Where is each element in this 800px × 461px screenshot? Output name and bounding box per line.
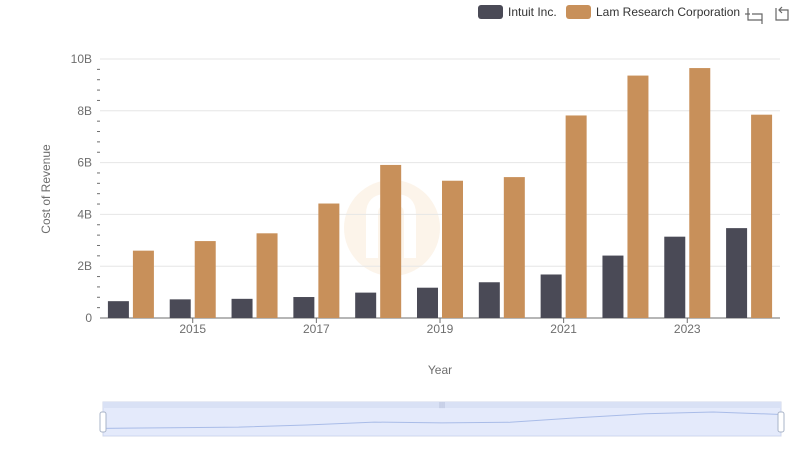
y-tick-label: 8B	[77, 104, 92, 118]
x-axis-title: Year	[428, 363, 452, 377]
x-tick-label: 2015	[179, 322, 206, 336]
y-axis: 0 2B 4B 6B 8B 10B	[71, 52, 100, 325]
x-tick-label: 2023	[674, 322, 701, 336]
bar-intuit-2021[interactable]	[540, 274, 562, 318]
bar-lam-2023[interactable]	[689, 68, 711, 318]
data-zoom-handle-left[interactable]	[99, 411, 107, 433]
bar-intuit-2015[interactable]	[169, 299, 191, 318]
bar-intuit-2017[interactable]	[293, 297, 315, 318]
bar-intuit-2024[interactable]	[726, 228, 748, 318]
bar-intuit-2018[interactable]	[355, 292, 377, 318]
y-tick-label: 6B	[77, 156, 92, 170]
legend-label-intuit: Intuit Inc.	[508, 5, 557, 19]
grid-lines	[100, 58, 780, 267]
legend-item-lam[interactable]: Lam Research Corporation	[566, 5, 740, 19]
x-axis: 2015 2017 2019 2021 2023	[179, 318, 701, 336]
bar-intuit-2014[interactable]	[107, 301, 129, 318]
x-tick-label: 2021	[550, 322, 577, 336]
y-axis-title: Cost of Revenue	[39, 144, 53, 234]
bar-intuit-2019[interactable]	[417, 287, 438, 318]
data-zoom-preview-line	[102, 411, 782, 429]
bar-lam-2017[interactable]	[318, 203, 340, 318]
bar-lam-2022[interactable]	[627, 75, 649, 319]
bar-lam-2016[interactable]	[256, 233, 278, 318]
x-tick-label: 2017	[303, 322, 330, 336]
y-tick-label: 4B	[77, 207, 92, 221]
bar-intuit-2023[interactable]	[664, 236, 686, 318]
data-zoom-top-bar[interactable]	[103, 402, 781, 408]
crop-zoom-icon[interactable]	[745, 8, 763, 24]
bars	[107, 68, 773, 319]
legend-label-lam: Lam Research Corporation	[596, 5, 740, 19]
data-zoom-slider[interactable]: |||	[99, 401, 785, 437]
bar-lam-2015[interactable]	[194, 241, 216, 318]
bar-lam-2018[interactable]	[380, 164, 402, 318]
bar-lam-2014[interactable]	[132, 250, 154, 318]
data-zoom-handle-right[interactable]	[777, 411, 785, 433]
y-tick-label: 0	[85, 311, 92, 325]
bar-intuit-2022[interactable]	[602, 255, 624, 318]
legend-swatch-intuit	[478, 5, 503, 19]
bar-lam-2019[interactable]	[442, 180, 463, 318]
legend-item-intuit[interactable]: Intuit Inc.	[478, 5, 557, 19]
y-tick-label: 10B	[71, 52, 92, 66]
undo-icon[interactable]	[775, 6, 789, 21]
x-tick-label: 2019	[427, 322, 454, 336]
legend-swatch-lam	[566, 5, 591, 19]
data-zoom-grip-icon: |||	[439, 402, 445, 409]
data-zoom-selection[interactable]	[103, 408, 781, 436]
bar-lam-2024[interactable]	[751, 114, 773, 318]
legend: Intuit Inc. Lam Research Corporation	[478, 5, 740, 19]
bar-lam-2020[interactable]	[503, 177, 525, 318]
bar-intuit-2016[interactable]	[231, 298, 253, 318]
y-tick-label: 2B	[77, 259, 92, 273]
bar-intuit-2020[interactable]	[478, 282, 500, 318]
bar-lam-2021[interactable]	[565, 115, 587, 318]
